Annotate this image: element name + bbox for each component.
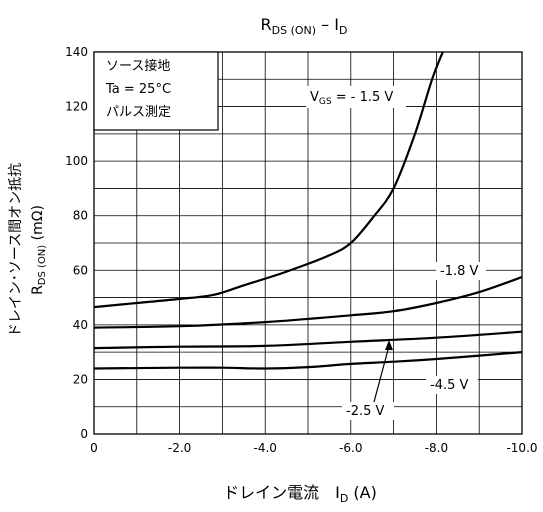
- series-label-vgs-1-5: VGS = - 1.5 V: [310, 90, 393, 107]
- y-tick-label: 80: [73, 209, 88, 223]
- chart-title: RDS (ON) – ID: [261, 15, 348, 37]
- plot-frame: [93, 51, 523, 435]
- tick-labels: 0 -2.0 -4.0 -6.0 -8.0 -10.0 0 20 40 60 80 100 120 140: [65, 45, 537, 455]
- y-tick-label: 100: [65, 154, 88, 168]
- series-labels: VGS = - 1.5 V -1.8 V -2.5 V -4.5 V: [306, 86, 486, 420]
- series-line-2: [93, 276, 523, 329]
- y-tick-label: 40: [73, 318, 88, 332]
- x-tick-label: -6.0: [339, 441, 362, 455]
- label-arrow-2-5: [373, 345, 390, 403]
- condition-line-2: Ta = 25°C: [105, 82, 171, 97]
- series-lines: [93, 51, 523, 370]
- condition-line-3: パルス測定: [106, 105, 171, 120]
- x-tick-label: -10.0: [506, 441, 537, 455]
- y-tick-label: 120: [65, 100, 88, 114]
- label-bg-1-8: [436, 262, 486, 280]
- y-tick-label: 140: [65, 45, 88, 59]
- x-tick-label: -2.0: [168, 441, 191, 455]
- series-label-1-8: -1.8 V: [440, 264, 478, 279]
- y-tick-label: 60: [73, 263, 88, 277]
- y-tick-label: 20: [73, 372, 88, 386]
- x-tick-label: -8.0: [425, 441, 448, 455]
- series-label-2-5: -2.5 V: [346, 404, 384, 419]
- series-line-1: [93, 51, 444, 309]
- series-line-4: [93, 351, 523, 370]
- label-bg-4-5: [426, 376, 478, 394]
- label-bg-vgs-1-5: [306, 86, 406, 108]
- y-axis-label: ドレイン･ソース間オン抵抗: [8, 163, 24, 337]
- label-bg-2-5: [342, 402, 394, 420]
- condition-line-1: ソース接地: [106, 58, 170, 74]
- grid: [94, 52, 522, 434]
- label-arrowhead-2-5: [385, 340, 393, 350]
- series-line-3: [93, 330, 523, 350]
- series-label-4-5: -4.5 V: [430, 378, 468, 393]
- conditions-box: ソース接地 Ta = 25°C パルス測定: [93, 51, 219, 131]
- y-axis-label-symbol: RDS (ON) (mΩ): [30, 205, 48, 295]
- x-axis-label: ドレイン電流 ID (A): [223, 483, 377, 505]
- x-tick-label: -4.0: [253, 441, 276, 455]
- x-tick-label: 0: [90, 441, 98, 455]
- y-tick-label: 0: [80, 427, 88, 441]
